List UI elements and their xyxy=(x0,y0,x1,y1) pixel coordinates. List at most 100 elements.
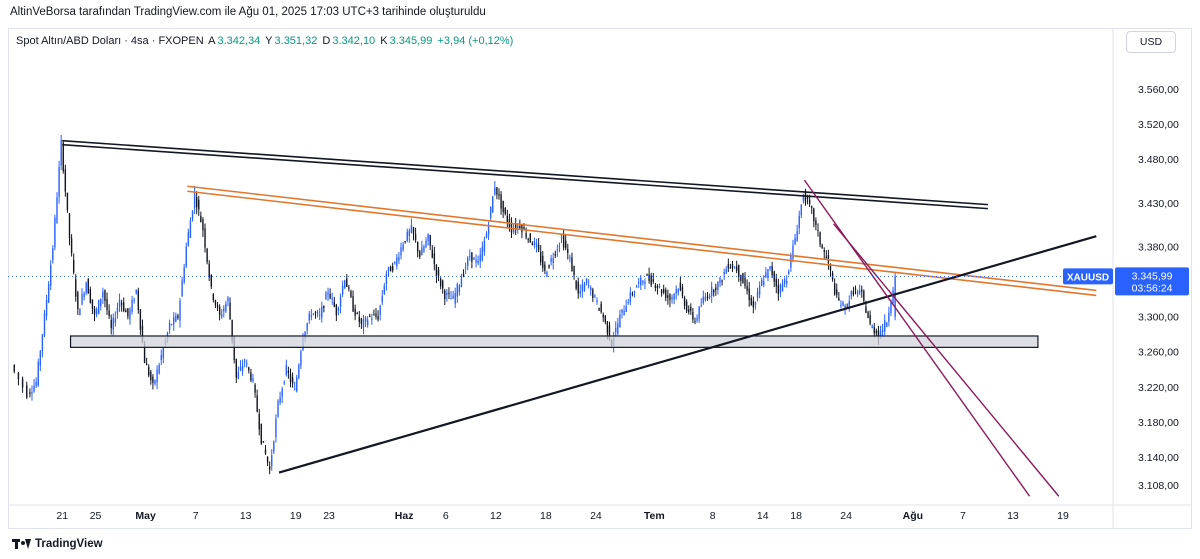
ticker-tag xyxy=(1063,268,1113,285)
candle-body xyxy=(93,308,96,315)
candle-body xyxy=(884,320,886,332)
candle-body xyxy=(75,279,77,297)
candle-body xyxy=(293,388,296,390)
candle-body xyxy=(825,256,828,259)
candle-body xyxy=(214,300,217,306)
candle-body xyxy=(596,300,598,303)
candle-body xyxy=(650,275,652,285)
candle-body xyxy=(456,284,458,297)
candle-body xyxy=(337,307,340,311)
candle-body xyxy=(800,204,803,216)
candle-body xyxy=(225,303,227,312)
candle-body xyxy=(170,324,173,326)
candle-body xyxy=(262,441,265,443)
candle-body xyxy=(289,374,292,383)
candle-body xyxy=(531,243,534,245)
candle-body xyxy=(460,278,463,288)
symbol-legend[interactable]: Spot Altın/ABD Doları · 4sa · FXOPEN A 3.… xyxy=(16,35,515,47)
chart-pane[interactable] xyxy=(8,28,1192,529)
tradingview-logo[interactable]: TradingView xyxy=(12,538,103,550)
candle-body xyxy=(273,441,275,452)
candle-body xyxy=(738,264,740,277)
candle-body xyxy=(125,310,127,313)
candle-body xyxy=(68,213,71,239)
candle-body xyxy=(454,293,456,304)
candle-body xyxy=(562,235,565,248)
candle-body xyxy=(760,279,763,286)
candle-body xyxy=(592,289,594,299)
candle-body xyxy=(360,318,363,324)
candle-body xyxy=(233,336,235,360)
candle-body xyxy=(625,306,627,313)
candle-body xyxy=(435,264,438,277)
candle-body xyxy=(873,327,875,334)
candle-body xyxy=(763,281,765,285)
candle-body xyxy=(54,217,56,248)
candle-body xyxy=(556,249,559,251)
candle-body xyxy=(708,295,711,298)
candle-body xyxy=(554,253,556,256)
candle-body xyxy=(412,227,415,235)
time-tick-label: Tem xyxy=(644,510,665,522)
candle-body xyxy=(52,248,54,261)
candle-body xyxy=(863,290,865,301)
symbol-title[interactable]: Spot Altın/ABD Doları · 4sa · FXOPEN xyxy=(16,35,204,47)
candle-body xyxy=(268,466,271,470)
time-tick-label: 19 xyxy=(290,510,302,522)
low-label: D xyxy=(322,35,331,47)
candle-body xyxy=(658,286,661,288)
time-tick-label: 24 xyxy=(590,510,602,522)
candle-body xyxy=(291,377,294,384)
candle-body xyxy=(241,365,244,372)
candle-body xyxy=(404,241,406,243)
candle-body xyxy=(118,299,121,307)
time-tick-label: 23 xyxy=(323,510,335,522)
candle-body xyxy=(369,315,371,317)
candle-body xyxy=(352,296,354,312)
candle-body xyxy=(498,193,500,196)
candle-body xyxy=(123,302,125,311)
candle-body xyxy=(550,258,552,262)
candle-body xyxy=(829,264,832,271)
candle-body xyxy=(519,225,521,228)
candle-body xyxy=(696,317,698,321)
currency-button[interactable]: USD xyxy=(1126,31,1176,53)
candle-body xyxy=(433,253,436,265)
candle-body xyxy=(615,327,617,333)
candle-body xyxy=(485,233,488,238)
candle-body xyxy=(494,187,496,195)
candle-body xyxy=(106,298,108,311)
purple-channel-right xyxy=(833,223,1060,497)
price-tick-label: 3.140,00 xyxy=(1138,452,1179,464)
candle-body xyxy=(627,302,629,304)
candle-body xyxy=(677,289,679,293)
candle-body xyxy=(773,271,775,282)
candle-body xyxy=(821,245,823,249)
candle-body xyxy=(500,194,502,209)
candle-body xyxy=(212,294,215,301)
candle-body xyxy=(235,358,237,378)
candle-body xyxy=(840,305,842,307)
candle-body xyxy=(623,310,625,316)
candle-body xyxy=(333,301,335,307)
candle-body xyxy=(348,287,350,289)
candle-body xyxy=(879,330,882,336)
candle-body xyxy=(39,351,42,366)
high-label: Y xyxy=(265,35,273,47)
price-chart[interactable]: 3.108,00 3.140,00 3.180,00 3.220,00 3.260,00… xyxy=(8,28,1192,529)
price-tick-label: 3.560,00 xyxy=(1138,84,1179,96)
candle-body xyxy=(385,273,388,284)
candle-body xyxy=(287,370,290,373)
price-badge-countdown: 03:56:24 xyxy=(1132,282,1173,294)
time-tick-label: 6 xyxy=(443,510,449,522)
orange-channel-upper xyxy=(187,185,1097,292)
candle-body xyxy=(748,288,750,300)
candle-body xyxy=(581,284,584,292)
price-badge xyxy=(1115,267,1189,296)
candle-body xyxy=(604,315,607,322)
candle-body xyxy=(529,233,531,242)
candle-body xyxy=(731,264,734,269)
candle-body xyxy=(396,257,398,267)
candle-body xyxy=(437,269,440,276)
candle-body xyxy=(439,278,442,287)
